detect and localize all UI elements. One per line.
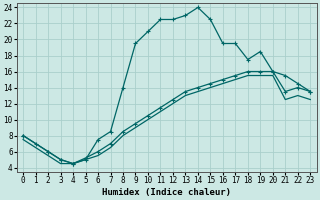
X-axis label: Humidex (Indice chaleur): Humidex (Indice chaleur) [102,188,231,197]
